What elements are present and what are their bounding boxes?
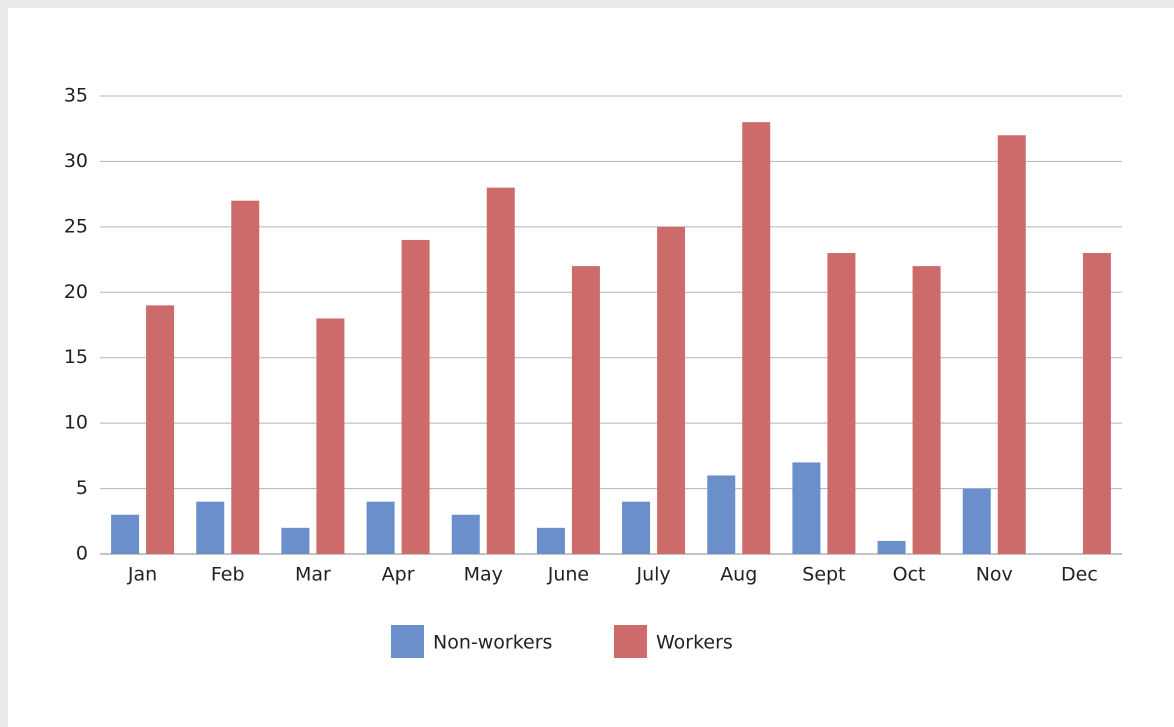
y-tick-label: 15: [64, 346, 88, 368]
x-tick-label: Apr: [382, 564, 415, 586]
bar: [196, 501, 225, 554]
x-tick-label: Sept: [802, 564, 845, 586]
bar: [742, 122, 771, 555]
y-tick-label: 25: [64, 215, 88, 237]
bar: [366, 501, 395, 554]
bar: [912, 266, 941, 554]
x-tick-label: June: [547, 564, 589, 586]
legend-swatch: [391, 625, 424, 658]
bar: [451, 514, 480, 554]
bar: [111, 514, 140, 554]
x-tick-label: Mar: [295, 564, 331, 586]
x-tick-label: July: [635, 564, 670, 586]
bar: [316, 318, 345, 554]
y-tick-label: 10: [64, 412, 88, 434]
y-tick-label: 5: [76, 477, 88, 499]
legend-swatch: [614, 625, 647, 658]
bar: [657, 226, 686, 554]
bar: [622, 501, 651, 554]
x-tick-label: Feb: [211, 564, 245, 586]
bar: [486, 187, 515, 554]
bar: [877, 540, 906, 554]
legend-label: Non-workers: [433, 632, 552, 654]
bar: [571, 266, 600, 554]
bar: [827, 253, 856, 554]
y-tick-label: 35: [64, 85, 88, 107]
bar: [997, 135, 1026, 554]
y-tick-label: 0: [76, 543, 88, 565]
x-tick-label: Jan: [127, 564, 157, 586]
bar: [1082, 253, 1111, 554]
bar: [962, 488, 991, 554]
x-tick-label: May: [464, 564, 503, 586]
y-tick-label: 20: [64, 281, 88, 303]
legend-label: Workers: [656, 632, 733, 654]
bar: [792, 462, 821, 554]
x-tick-label: Aug: [720, 564, 757, 586]
x-tick-label: Dec: [1061, 564, 1098, 586]
bar: [401, 239, 430, 554]
bar: [231, 200, 260, 554]
bar: [281, 527, 310, 554]
bar: [146, 305, 175, 554]
y-tick-label: 30: [64, 150, 88, 172]
x-tick-label: Nov: [976, 564, 1013, 586]
x-tick-label: Oct: [893, 564, 926, 586]
bar: [707, 475, 736, 554]
bar: [536, 527, 565, 554]
